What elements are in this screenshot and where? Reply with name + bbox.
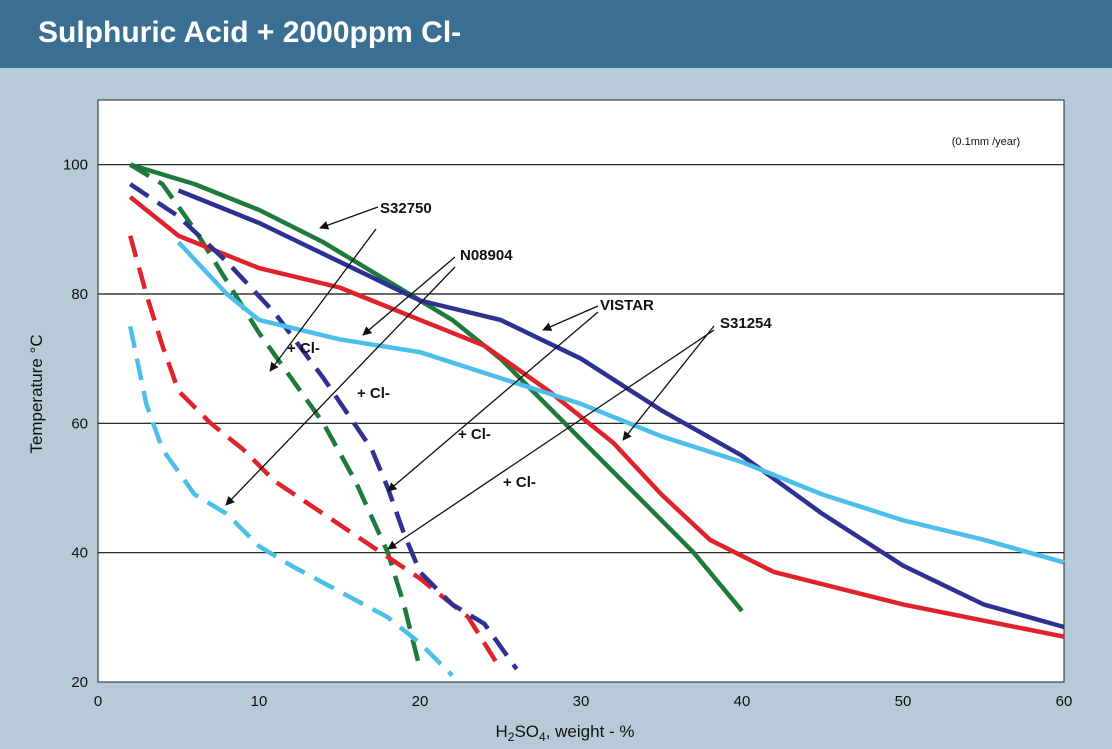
series-line-s32750-solid	[129, 162, 744, 613]
series-line-s31254-dashed	[127, 325, 454, 678]
annotation-arrow	[225, 266, 456, 506]
y-tick-label: 40	[71, 545, 88, 562]
annotation-s31254: S31254	[720, 315, 772, 332]
x-tick-label: 10	[251, 693, 268, 710]
x-axis-label: H2SO4, weight - %	[495, 722, 634, 744]
series-line-n08904-solid	[128, 195, 1065, 639]
annotation-vistar: VISTAR	[600, 297, 654, 314]
annotation-cl-1: + Cl-	[287, 340, 320, 357]
chart: 20 40 60 80 100 0 10 20 30 40 50 60 (0.1mm /year) T…	[27, 99, 1072, 744]
series-line-n08904-dashed	[128, 235, 503, 671]
annotation-arrow	[387, 311, 599, 492]
series-lines	[127, 162, 1065, 678]
title-banner: Sulphuric Acid + 2000ppm Cl-	[0, 0, 1112, 68]
annotation-arrows	[225, 206, 715, 550]
x-tick-label: 60	[1056, 693, 1073, 710]
unit-note: (0.1mm /year)	[952, 136, 1020, 148]
annotation-cl-3: + Cl-	[458, 426, 491, 443]
annotation-cl-2: + Cl-	[357, 385, 390, 402]
y-tick-label: 100	[63, 157, 88, 174]
y-tick-label: 80	[71, 286, 88, 303]
x-tick-label: 30	[573, 693, 590, 710]
x-tick-label: 40	[734, 693, 751, 710]
annotation-arrow	[319, 206, 379, 230]
annotation-arrow	[387, 329, 715, 550]
tick-labels: 20 40 60 80 100 0 10 20 30 40 50 60	[63, 157, 1072, 710]
annotation-arrow	[542, 305, 599, 331]
series-line-s31254-solid	[176, 240, 1065, 565]
annotation-cl-4: + Cl-	[503, 474, 536, 491]
series-line-s32750-dashed	[129, 162, 423, 670]
annotation-arrow	[362, 256, 456, 336]
annotation-arrow	[622, 325, 715, 441]
annotation-s32750: S32750	[380, 200, 432, 217]
annotation-arrow	[269, 228, 377, 372]
plot-area	[97, 99, 1065, 683]
x-tick-label: 20	[412, 693, 429, 710]
y-tick-label: 20	[71, 674, 88, 691]
annotation-n08904: N08904	[460, 247, 513, 264]
y-axis-label: Temperature °C	[27, 334, 46, 453]
page-title: Sulphuric Acid + 2000ppm Cl-	[38, 16, 462, 49]
x-tick-label: 0	[94, 693, 102, 710]
y-tick-label: 60	[71, 415, 88, 432]
series-line-vistar-dashed	[128, 182, 519, 671]
series-line-vistar-solid	[177, 188, 1065, 630]
x-tick-label: 50	[895, 693, 912, 710]
